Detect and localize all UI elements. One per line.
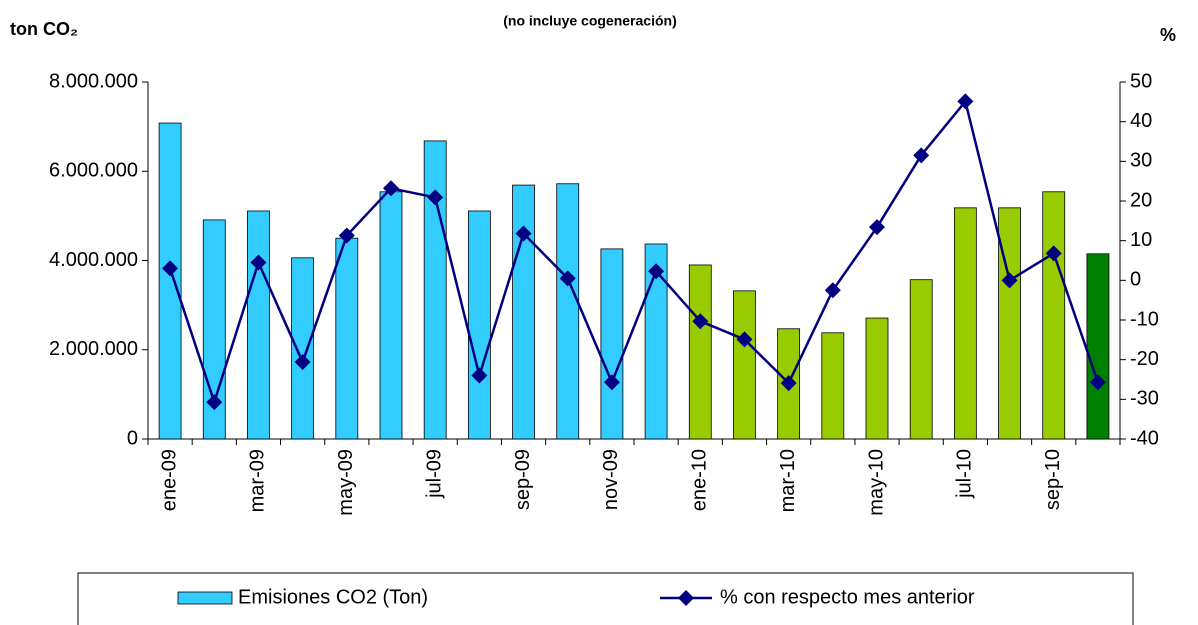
y2-tick-label: 0 xyxy=(1130,269,1141,291)
y2-axis-label: % xyxy=(1160,25,1176,45)
bar xyxy=(733,290,756,440)
marker xyxy=(824,282,841,299)
bar xyxy=(512,184,535,440)
bar xyxy=(821,332,845,440)
y2-tick-label: -40 xyxy=(1130,427,1159,449)
x-tick-label: may-09 xyxy=(335,449,357,516)
y2-tick-label: -10 xyxy=(1130,308,1159,330)
bar xyxy=(600,248,624,440)
x-tick-label: mar-10 xyxy=(777,449,799,512)
bar xyxy=(467,210,491,440)
bar xyxy=(998,207,1021,440)
legend-label: Emisiones CO2 (Ton) xyxy=(238,586,428,608)
y-tick-label: 8.000.000 xyxy=(49,70,138,92)
marker xyxy=(471,367,488,384)
bar xyxy=(556,183,580,440)
y2-tick-label: 40 xyxy=(1130,110,1152,132)
y-tick-label: 4.000.000 xyxy=(49,249,138,271)
marker xyxy=(780,375,797,392)
chart-subtitle: (no incluye cogeneración) xyxy=(503,13,676,29)
x-tick-label: jul-10 xyxy=(954,449,976,499)
x-tick-label: may-10 xyxy=(865,449,887,516)
x-tick-label: nov-09 xyxy=(600,449,622,510)
marker xyxy=(559,270,576,287)
bar xyxy=(335,237,359,440)
y2-tick-label: 30 xyxy=(1130,150,1152,172)
marker xyxy=(692,313,709,330)
marker xyxy=(1001,272,1018,289)
y2-tick-label: 20 xyxy=(1130,189,1152,211)
marker xyxy=(957,93,974,110)
bar xyxy=(953,207,977,440)
bar xyxy=(291,257,315,440)
legend-label: % con respecto mes anterior xyxy=(720,586,975,608)
marker xyxy=(206,394,223,411)
bar xyxy=(1086,253,1110,440)
legend-box xyxy=(77,572,1134,625)
y2-tick-label: -20 xyxy=(1130,348,1159,370)
marker xyxy=(338,227,355,244)
marker xyxy=(383,180,399,197)
y-tick-label: 6.000.000 xyxy=(49,160,138,182)
x-tick-label: sep-10 xyxy=(1042,449,1064,510)
x-tick-label: sep-09 xyxy=(512,449,534,510)
bar xyxy=(379,191,403,440)
legend-swatch xyxy=(177,591,233,605)
marker xyxy=(250,254,267,271)
legend-marker xyxy=(678,590,694,606)
x-tick-label: mar-09 xyxy=(247,449,269,512)
y2-tick-label: 10 xyxy=(1130,229,1152,251)
bar xyxy=(423,140,447,440)
y-tick-label: 2.000.000 xyxy=(49,338,138,360)
marker xyxy=(294,354,311,371)
x-tick-label: ene-09 xyxy=(158,449,180,511)
bar xyxy=(247,210,270,440)
marker xyxy=(603,374,620,391)
x-tick-label: jul-09 xyxy=(423,449,445,499)
marker xyxy=(427,189,444,206)
y2-tick-label: 50 xyxy=(1130,70,1152,92)
marker xyxy=(1089,374,1106,391)
bar xyxy=(158,122,182,440)
bar xyxy=(688,264,712,440)
y-axis-label: ton CO₂ xyxy=(10,19,78,39)
y-tick-label: 0 xyxy=(127,427,138,449)
marker xyxy=(913,147,930,164)
marker xyxy=(515,225,532,242)
marker xyxy=(648,263,665,280)
bar xyxy=(909,279,933,440)
marker xyxy=(736,331,753,348)
y2-tick-label: -30 xyxy=(1130,388,1159,410)
marker xyxy=(162,260,179,277)
bar xyxy=(865,317,889,440)
marker xyxy=(869,219,885,236)
line xyxy=(168,98,1100,407)
bar xyxy=(644,243,668,440)
bar xyxy=(1042,191,1066,440)
marker xyxy=(1045,245,1062,262)
x-tick-label: ene-10 xyxy=(689,449,711,511)
